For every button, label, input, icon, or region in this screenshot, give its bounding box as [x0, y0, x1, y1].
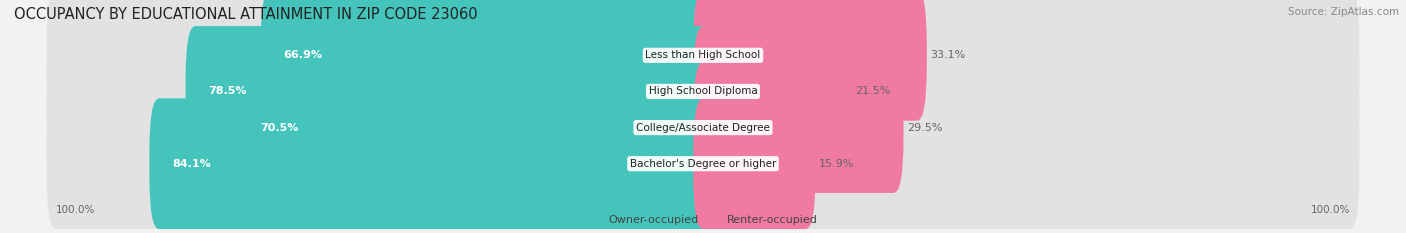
FancyBboxPatch shape: [238, 62, 713, 193]
FancyBboxPatch shape: [186, 26, 713, 157]
Text: 100.0%: 100.0%: [1310, 205, 1350, 215]
Text: 15.9%: 15.9%: [818, 159, 855, 169]
FancyBboxPatch shape: [693, 26, 852, 157]
Legend: Owner-occupied, Renter-occupied: Owner-occupied, Renter-occupied: [588, 215, 818, 225]
Text: High School Diploma: High School Diploma: [648, 86, 758, 96]
FancyBboxPatch shape: [693, 62, 904, 193]
FancyBboxPatch shape: [260, 0, 713, 121]
Text: Less than High School: Less than High School: [645, 50, 761, 60]
Text: 70.5%: 70.5%: [260, 123, 298, 133]
Text: OCCUPANCY BY EDUCATIONAL ATTAINMENT IN ZIP CODE 23060: OCCUPANCY BY EDUCATIONAL ATTAINMENT IN Z…: [14, 7, 478, 22]
Text: Bachelor's Degree or higher: Bachelor's Degree or higher: [630, 159, 776, 169]
FancyBboxPatch shape: [693, 0, 927, 121]
FancyBboxPatch shape: [693, 98, 815, 229]
Text: Source: ZipAtlas.com: Source: ZipAtlas.com: [1288, 7, 1399, 17]
FancyBboxPatch shape: [46, 26, 1360, 157]
FancyBboxPatch shape: [46, 0, 1360, 121]
Text: 78.5%: 78.5%: [208, 86, 246, 96]
Text: 29.5%: 29.5%: [907, 123, 942, 133]
Text: 21.5%: 21.5%: [855, 86, 890, 96]
Text: 84.1%: 84.1%: [172, 159, 211, 169]
Text: College/Associate Degree: College/Associate Degree: [636, 123, 770, 133]
Text: 100.0%: 100.0%: [56, 205, 96, 215]
FancyBboxPatch shape: [46, 98, 1360, 229]
FancyBboxPatch shape: [46, 62, 1360, 193]
FancyBboxPatch shape: [149, 98, 713, 229]
Text: 33.1%: 33.1%: [929, 50, 966, 60]
Text: 66.9%: 66.9%: [283, 50, 322, 60]
